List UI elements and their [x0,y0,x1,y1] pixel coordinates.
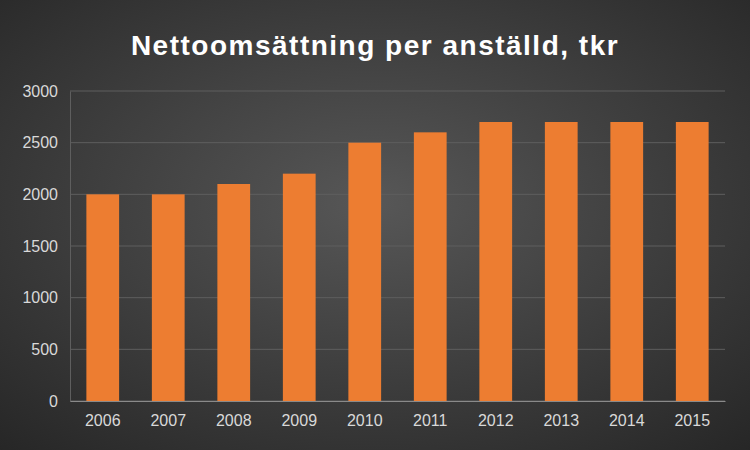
x-tick-label: 2014 [609,412,645,429]
y-tick-label: 2000 [22,186,58,203]
x-tick: 2011 [413,412,448,429]
x-tick: 2014 [609,412,645,429]
x-tick: 2015 [674,412,710,429]
x-axis-line [71,401,726,402]
x-tick: 2007 [150,412,186,429]
bar [545,122,578,401]
x-tick: 2008 [216,412,252,429]
y-tick-label: 1000 [22,289,58,306]
y-tick: 1000 [22,289,70,306]
y-tick: 3000 [22,83,70,100]
title: Nettoomsättning per anställd, tkr [131,30,619,61]
plot-area: 0 500 1000 1500 2000 2500 3000 2006 2007 2008 2009… [22,83,725,430]
y-tick: 0 [49,393,70,410]
bar [152,194,185,401]
bar [217,184,250,401]
y-tick-label: 2500 [22,134,58,151]
bar [610,122,643,401]
x-tick-label: 2009 [281,412,317,429]
bar [283,174,316,401]
y-tick: 1500 [22,238,70,255]
y-tick-label: 1500 [22,238,58,255]
y-tick-label: 3000 [22,83,58,100]
x-tick-label: 2013 [543,412,579,429]
bar [479,122,512,401]
x-tick-label: 2008 [216,412,252,429]
bar [348,143,381,401]
x-tick-label: 2007 [150,412,186,429]
y-axis-line [70,92,71,402]
x-tick-label: 2011 [413,412,448,429]
x-tick-label: 2006 [85,412,121,429]
x-tick: 2009 [281,412,317,429]
x-tick-label: 2015 [674,412,710,429]
bar [676,122,709,401]
x-tick-label: 2010 [347,412,383,429]
x-axis: 2006 2007 2008 2009 2010 2011 2012 2013 2014 2015 [71,402,726,430]
grid [70,91,725,401]
grid-line [70,91,725,92]
y-tick: 500 [31,341,70,358]
bar [414,132,447,401]
bars [86,122,708,401]
y-tick: 2500 [22,134,70,151]
x-tick-label: 2012 [478,412,514,429]
x-tick: 2006 [85,412,121,429]
bar [86,194,119,401]
chart: Nettoomsättning per anställd, tkr 0 500 100… [0,0,750,450]
y-tick-label: 0 [49,393,58,410]
y-tick-label: 500 [31,341,58,358]
background [0,0,750,450]
y-tick: 2000 [22,186,70,203]
x-tick: 2013 [543,412,579,429]
y-axis: 0 500 1000 1500 2000 2500 3000 [22,83,70,410]
x-tick: 2010 [347,412,383,429]
x-tick: 2012 [478,412,514,429]
